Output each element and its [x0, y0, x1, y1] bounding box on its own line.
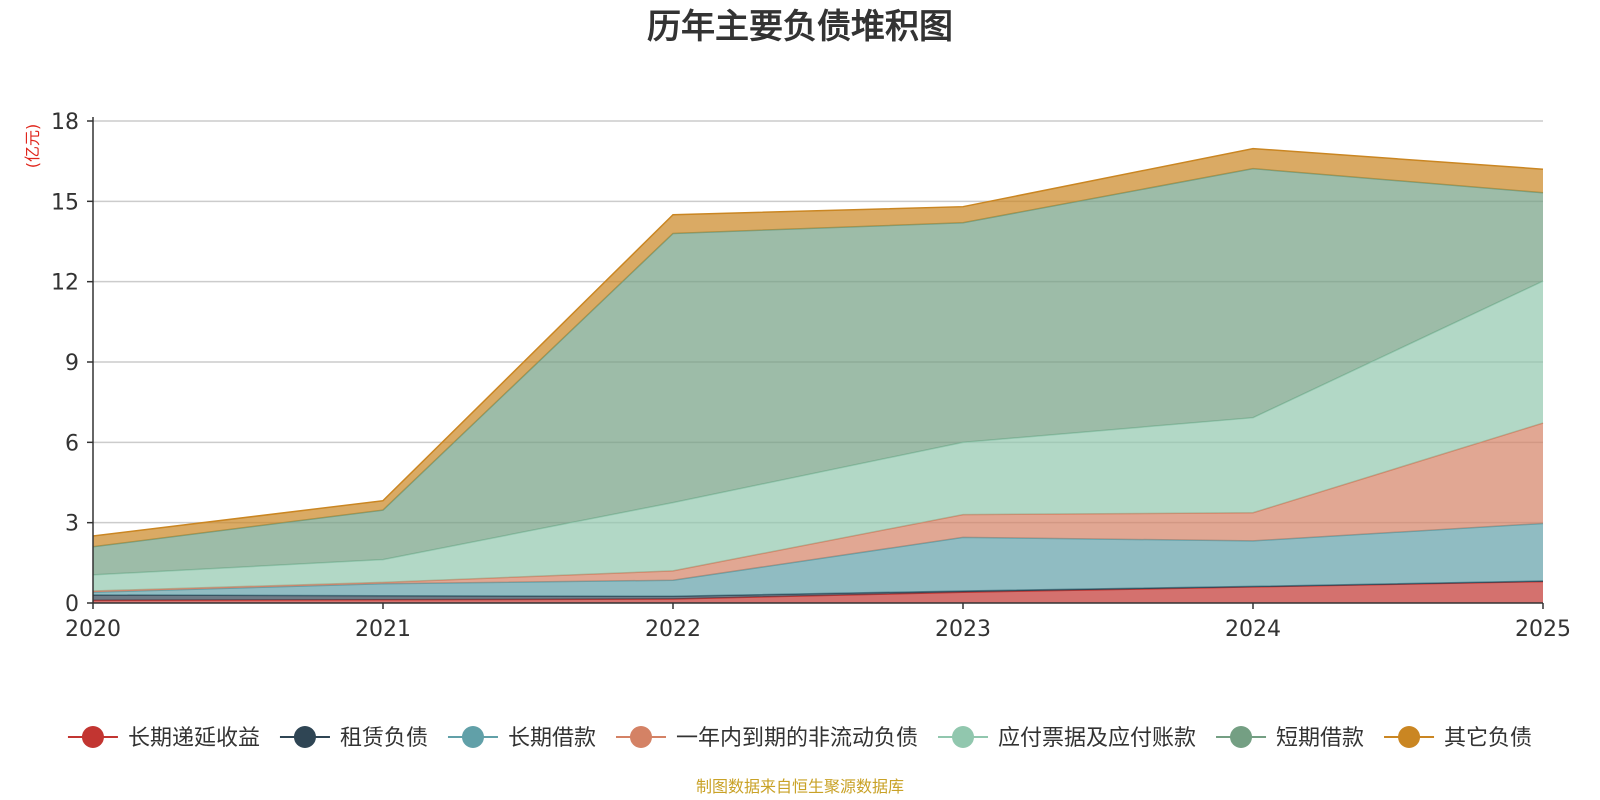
legend-label: 长期递延收益: [128, 726, 260, 751]
legend-item-1[interactable]: 租赁负债: [279, 726, 428, 751]
x-tick-label-2025: 2025: [1515, 617, 1571, 642]
legend: 长期递延收益 租赁负债 长期借款 一年内到期的非流动负债 应付票据及应付账款 短期借款 其它…: [67, 726, 1532, 751]
series-line-1: [92, 580, 1544, 598]
legend-item-5[interactable]: 短期借款: [1216, 726, 1364, 751]
area-series-5: [93, 168, 1543, 575]
data-source-note: 制图数据来自恒生聚源数据库: [696, 777, 904, 796]
x-tick-label-2021: 2021: [355, 617, 411, 642]
legend-marker-icon: [81, 726, 104, 748]
legend-item-6[interactable]: 其它负债: [1384, 726, 1532, 751]
legend-label: 租赁负债: [340, 726, 428, 751]
y-tick-label: 15: [51, 190, 79, 215]
legend-item-2[interactable]: 长期借款: [447, 726, 596, 751]
legend-item-4[interactable]: 应付票据及应付账款: [938, 726, 1196, 751]
area-series-1: [93, 581, 1543, 601]
y-tick-label: 12: [51, 271, 79, 296]
y-tick-label: 3: [65, 512, 79, 537]
legend-item-0[interactable]: 长期递延收益: [67, 726, 260, 751]
x-tick-label-2024: 2024: [1225, 617, 1281, 642]
area-series-3: [93, 423, 1543, 593]
legend-marker-icon: [461, 726, 484, 748]
series-line-6: [92, 147, 1544, 537]
legend-marker-icon: [952, 726, 975, 748]
area-series-4: [93, 281, 1543, 591]
y-tick-label: 0: [65, 592, 79, 617]
axes: 0 3 6 9 12 15 18 2020 2021 2022 2023 2024 2025: [51, 110, 1571, 642]
area-series-2: [93, 523, 1543, 597]
x-tick-label-2022: 2022: [645, 617, 701, 642]
y-tick-label: 18: [51, 110, 79, 135]
legend-marker-icon: [1230, 726, 1253, 748]
y-tick-label: 6: [65, 431, 79, 456]
legend-label: 一年内到期的非流动负债: [676, 726, 918, 751]
legend-label: 长期借款: [508, 726, 596, 751]
x-tick-label-2020: 2020: [65, 617, 121, 642]
legend-item-3[interactable]: 一年内到期的非流动负债: [615, 726, 918, 751]
area-series: [92, 147, 1544, 603]
y-tick-label: 9: [65, 351, 79, 376]
legend-marker-icon: [1398, 726, 1421, 748]
x-tick-label-2023: 2023: [935, 617, 991, 642]
legend-marker-icon: [293, 726, 316, 748]
legend-label: 其它负债: [1444, 726, 1532, 751]
legend-label: 应付票据及应付账款: [998, 726, 1196, 751]
legend-marker-icon: [629, 726, 652, 748]
chart-title: 历年主要负债堆积图: [647, 7, 953, 47]
area-series-0: [93, 581, 1543, 603]
legend-label: 短期借款: [1276, 726, 1364, 751]
y-axis-unit-label: (亿元): [23, 124, 42, 169]
